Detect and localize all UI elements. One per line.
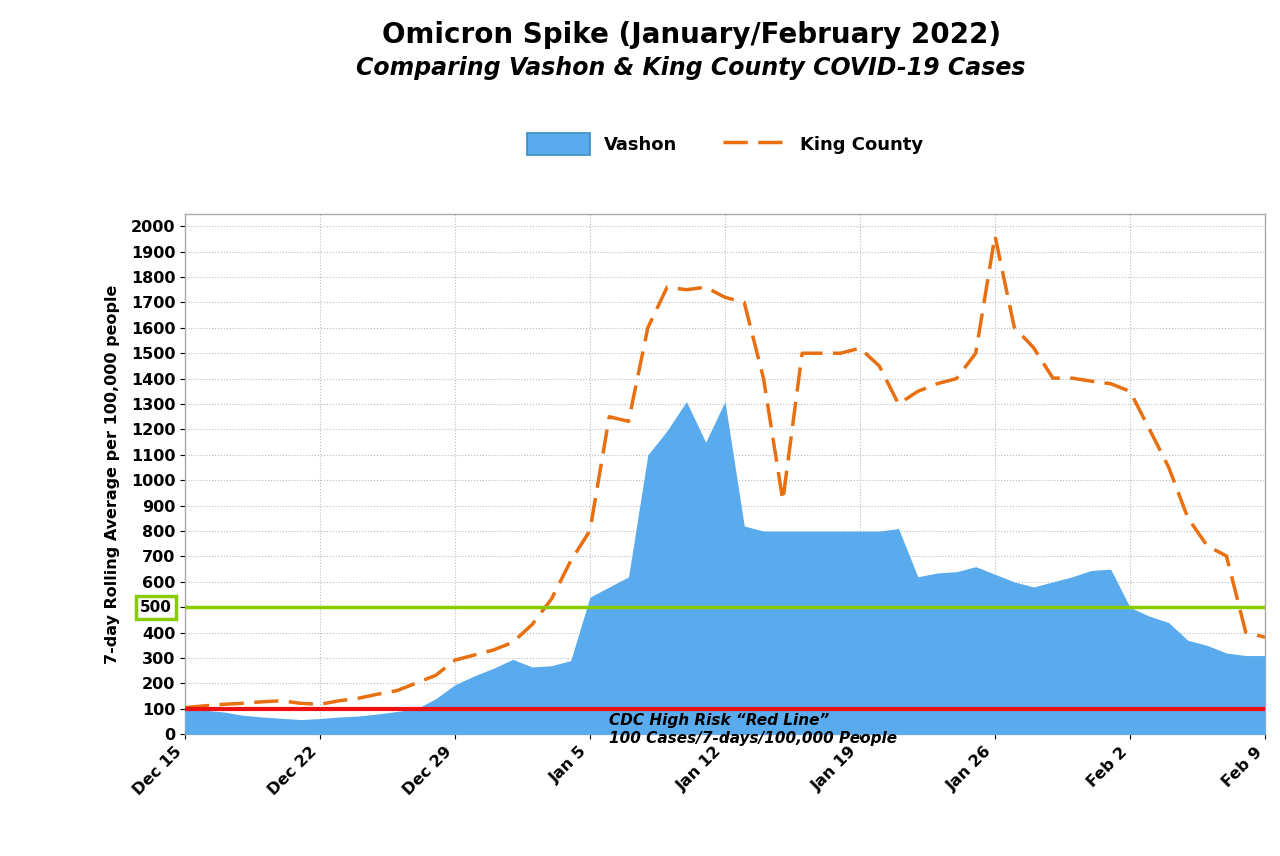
- Text: Comparing Vashon & King County COVID-19 Cases: Comparing Vashon & King County COVID-19 …: [356, 56, 1027, 80]
- Text: Omicron Spike (January/February 2022): Omicron Spike (January/February 2022): [381, 21, 1001, 50]
- Text: CDC High Risk “Red Line”
100 Cases/7-days/100,000 People: CDC High Risk “Red Line” 100 Cases/7-day…: [609, 713, 897, 746]
- Y-axis label: 7-day Rolling Average per 100,000 people: 7-day Rolling Average per 100,000 people: [105, 284, 119, 663]
- Text: 500: 500: [140, 600, 172, 615]
- Legend: Vashon, King County: Vashon, King County: [520, 126, 931, 163]
